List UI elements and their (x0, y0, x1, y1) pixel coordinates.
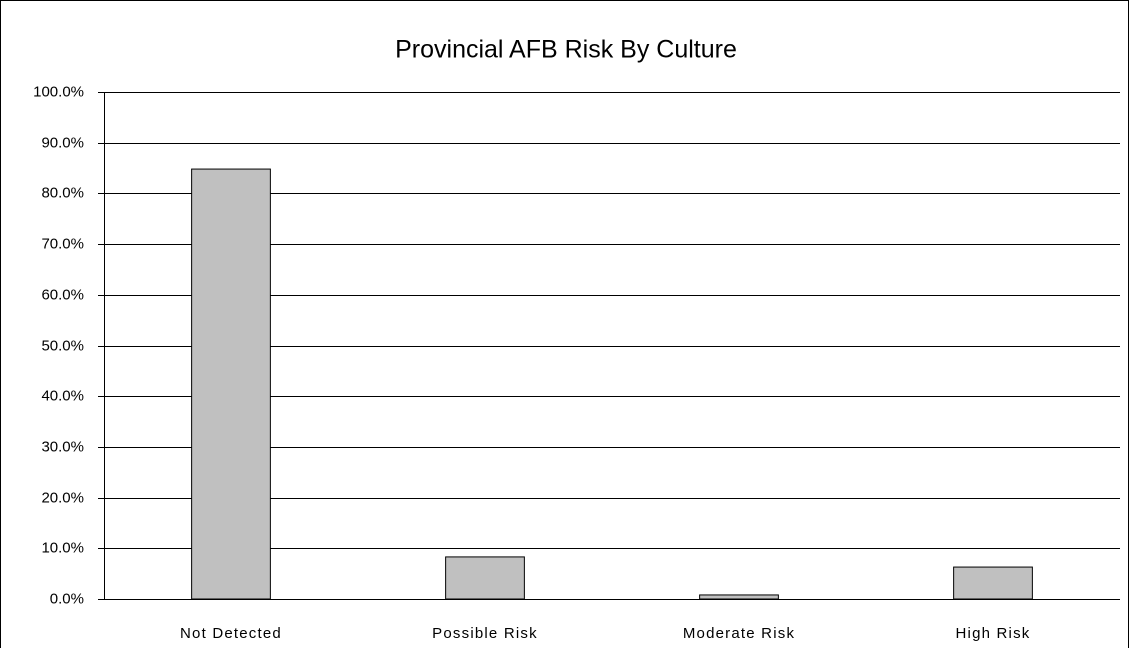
chart-title: Provincial AFB Risk By Culture (395, 36, 737, 64)
y-tick-label: 0.0% (50, 590, 84, 607)
x-tick-label: Possible Risk (432, 625, 538, 642)
y-tick-label: 50.0% (41, 337, 84, 354)
y-tick-label: 90.0% (41, 134, 84, 151)
y-tick-label: 40.0% (41, 387, 84, 404)
bar (191, 168, 271, 600)
bar (699, 594, 779, 600)
y-tick-label: 80.0% (41, 184, 84, 201)
y-tick-label: 20.0% (41, 489, 84, 506)
x-tick-label: Not Detected (180, 625, 282, 642)
bar (445, 556, 525, 600)
x-tick-label: Moderate Risk (683, 625, 795, 642)
y-tick-label: 70.0% (41, 235, 84, 252)
bar (953, 566, 1033, 600)
y-tick-label: 60.0% (41, 286, 84, 303)
y-tick-label: 100.0% (33, 83, 84, 100)
y-tick-label: 30.0% (41, 438, 84, 455)
y-tick-label: 10.0% (41, 539, 84, 556)
x-tick-label: High Risk (956, 625, 1031, 642)
